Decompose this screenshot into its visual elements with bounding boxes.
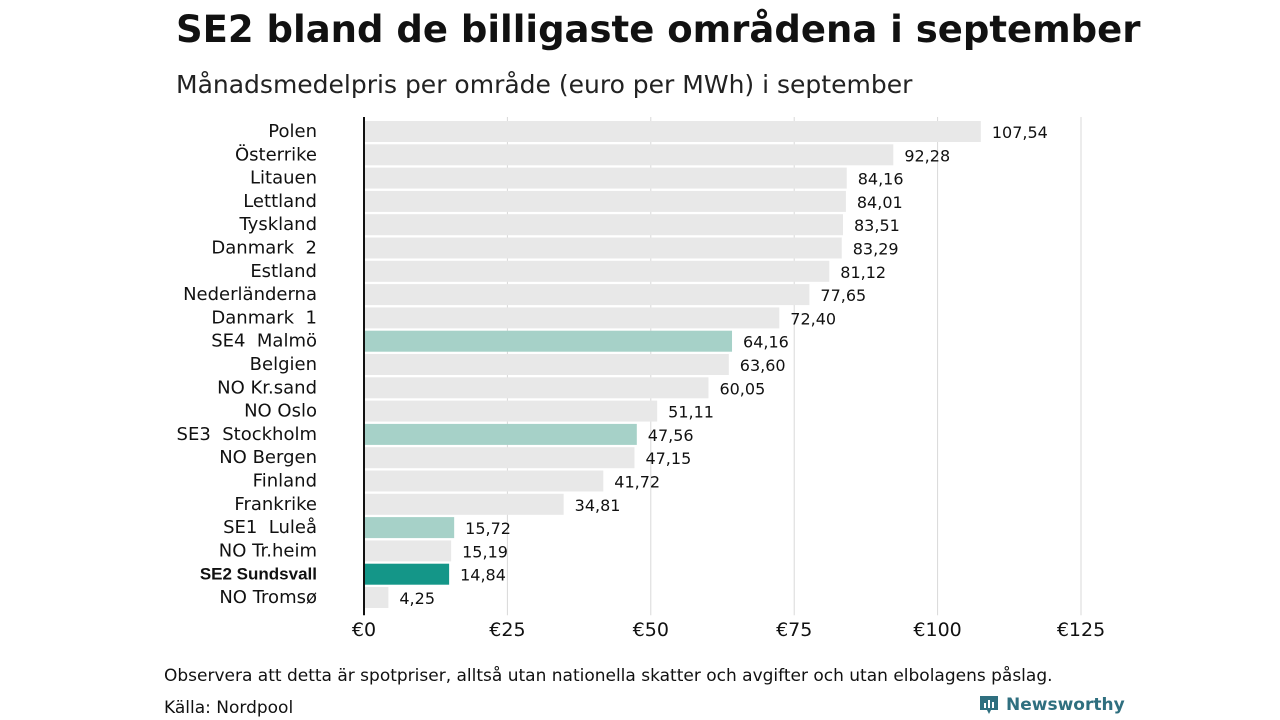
value-label: 47,56 (648, 426, 694, 445)
value-label: 15,19 (462, 542, 508, 561)
category-label: SE3 Stockholm (177, 424, 317, 445)
category-label: Lettland (243, 191, 317, 212)
category-label: SE4 Malmö (211, 331, 317, 352)
source-text: Källa: Nordpool (164, 698, 294, 718)
value-label: 83,29 (853, 240, 899, 259)
bar (364, 470, 604, 492)
category-label: NO Oslo (244, 401, 317, 422)
value-label: 14,84 (460, 566, 506, 585)
category-label: Tyskland (238, 214, 317, 235)
value-label: 51,11 (668, 403, 714, 422)
bar (364, 493, 564, 515)
value-label: 83,51 (854, 216, 900, 235)
value-label: 63,60 (740, 356, 786, 375)
chart-title: SE2 bland de billigaste områdena i septe… (176, 8, 1141, 51)
value-label: 4,25 (399, 589, 435, 608)
value-label: 81,12 (840, 263, 886, 282)
brand-logo: Newsworthy (978, 694, 1125, 716)
x-tick-label: €50 (633, 619, 669, 641)
value-label: 47,15 (645, 449, 691, 468)
bar (364, 144, 894, 166)
value-label: 77,65 (820, 286, 866, 305)
category-label: Belgien (250, 354, 317, 375)
bar (364, 167, 847, 189)
value-label: 107,54 (992, 123, 1048, 142)
category-label: SE2 Sundsvall (200, 565, 317, 584)
bar (364, 260, 830, 282)
category-label: Danmark 2 (211, 238, 317, 259)
value-label: 34,81 (575, 496, 621, 515)
x-tick-label: €25 (489, 619, 525, 641)
category-label: Litauen (250, 168, 317, 189)
category-label: Finland (253, 471, 317, 492)
footnote: Observera att detta är spotpriser, allts… (164, 666, 1053, 686)
bar (364, 377, 709, 399)
value-label: 84,16 (858, 170, 904, 189)
category-label: Nederländerna (183, 284, 317, 305)
bar (364, 190, 846, 212)
bar (364, 121, 981, 142)
newsworthy-logo-icon (980, 696, 998, 714)
x-tick-label: €0 (352, 619, 376, 641)
bar (364, 330, 733, 352)
x-tick-label: €75 (776, 619, 812, 641)
value-label: 41,72 (614, 473, 660, 492)
chart-subtitle: Månadsmedelpris per område (euro per MWh… (176, 70, 913, 99)
bar (364, 587, 389, 608)
category-label: NO Bergen (219, 447, 317, 468)
category-label: Österrike (235, 143, 317, 165)
bar (364, 284, 810, 306)
bars (364, 121, 981, 608)
bar (364, 447, 635, 469)
category-label: NO Tr.heim (219, 540, 317, 561)
x-axis-ticks: €0 €25 €50 €75 €100 €125 (352, 619, 1105, 641)
bar (364, 307, 780, 329)
bar (364, 423, 637, 445)
category-label: NO Kr.sand (217, 377, 317, 398)
bar (364, 237, 842, 259)
bar (364, 354, 729, 375)
category-label: Danmark 1 (211, 307, 317, 328)
category-label: Estland (250, 261, 317, 282)
category-label: Frankrike (234, 494, 317, 515)
category-label: Polen (268, 121, 317, 142)
value-label: 64,16 (743, 333, 789, 352)
value-label: 72,40 (790, 309, 836, 328)
value-label: 92,28 (904, 146, 950, 165)
category-label: NO Tromsø (219, 587, 317, 608)
value-label: 84,01 (857, 193, 903, 212)
bar (364, 400, 658, 422)
x-tick-label: €125 (1057, 619, 1105, 641)
value-label: 60,05 (719, 379, 765, 398)
bar (364, 517, 455, 539)
bar (364, 563, 450, 585)
category-label: SE1 Luleå (223, 517, 317, 538)
bar (364, 214, 844, 236)
bar (364, 540, 452, 562)
x-tick-label: €100 (913, 619, 961, 641)
value-label: 15,72 (465, 519, 511, 538)
brand-name: Newsworthy (1006, 695, 1125, 715)
